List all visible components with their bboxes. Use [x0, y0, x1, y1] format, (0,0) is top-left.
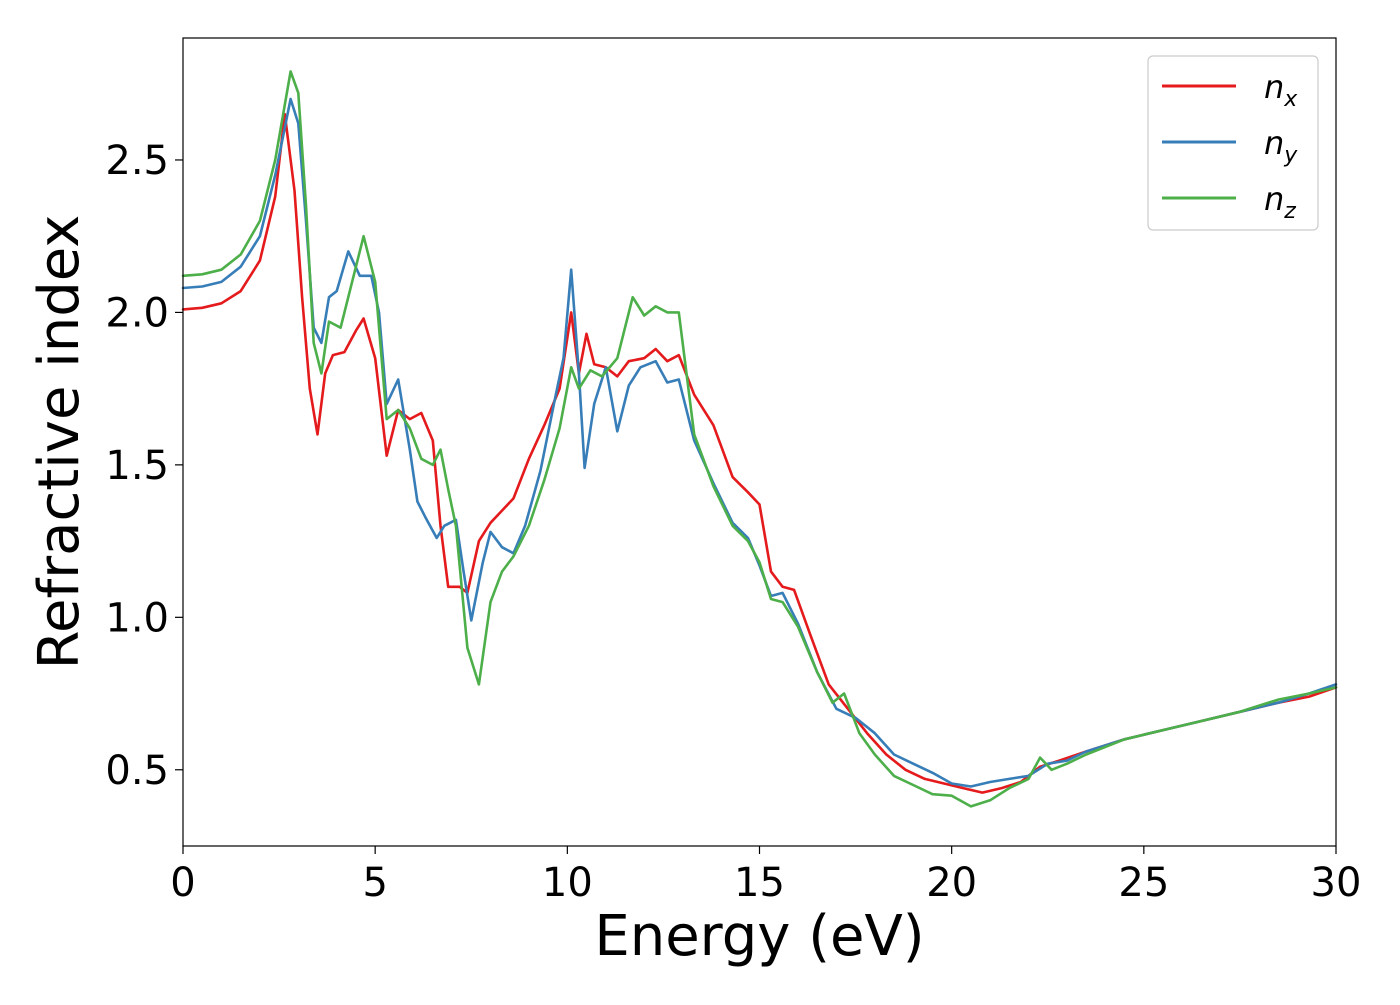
x-tick-label: 10 — [542, 860, 593, 906]
legend-label-subscript: z — [1283, 199, 1296, 224]
y-tick-label: 1.5 — [105, 443, 169, 489]
x-tick-label: 5 — [362, 860, 387, 906]
series-line-nx — [181, 112, 1338, 794]
x-tick-label: 15 — [734, 860, 785, 906]
x-tick-label: 20 — [926, 860, 977, 906]
x-tick-label: 25 — [1118, 860, 1169, 906]
series-line-nz — [181, 70, 1338, 808]
legend-label-subscript: y — [1283, 143, 1298, 168]
y-tick-label: 1.0 — [105, 595, 169, 641]
legend-item-nx: nx — [1162, 68, 1298, 112]
y-axis-label: Refractive index — [27, 215, 92, 670]
x-tick-label: 30 — [1311, 860, 1362, 906]
y-axis-ticks: 0.5 1.0 1.5 2.0 2.5 — [105, 138, 183, 794]
plot-area — [183, 38, 1336, 846]
y-tick-label: 2.0 — [105, 290, 169, 336]
x-tick-label: 0 — [170, 860, 195, 906]
y-tick-label: 2.5 — [105, 138, 169, 184]
series-line-ny — [181, 97, 1338, 788]
x-axis-label: Energy (eV) — [594, 904, 924, 969]
y-tick-label: 0.5 — [105, 748, 169, 794]
series-layer — [181, 70, 1338, 808]
x-axis-ticks: 0 5 10 15 20 25 30 — [170, 846, 1361, 906]
legend-label-subscript: x — [1283, 87, 1298, 112]
